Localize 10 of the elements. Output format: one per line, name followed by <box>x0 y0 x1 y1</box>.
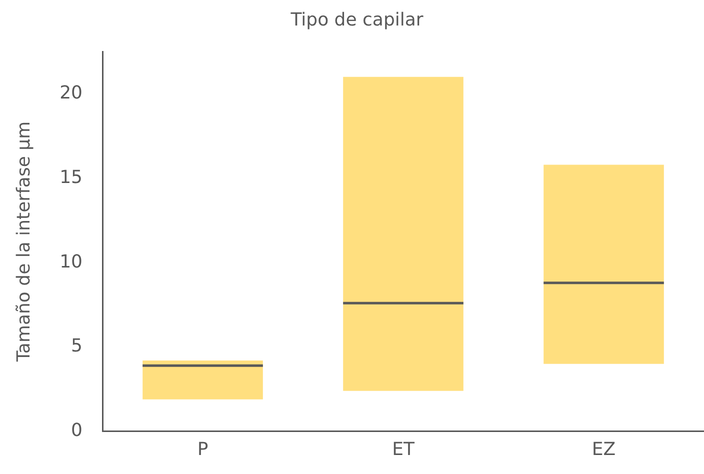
chart-title: Tipo de capilar <box>290 9 424 30</box>
x-tick-label: ET <box>392 438 416 460</box>
y-tick-label: 20 <box>60 82 83 104</box>
y-tick-label: 10 <box>60 251 83 272</box>
x-tick-label: P <box>197 438 208 460</box>
y-tick-label: 5 <box>71 336 83 357</box>
y-axis-title: Tamaño de la interfase µm <box>13 121 34 363</box>
x-tick-label: EZ <box>592 438 616 460</box>
y-tick-label: 0 <box>71 420 83 442</box>
y-tick-label: 15 <box>60 166 83 188</box>
